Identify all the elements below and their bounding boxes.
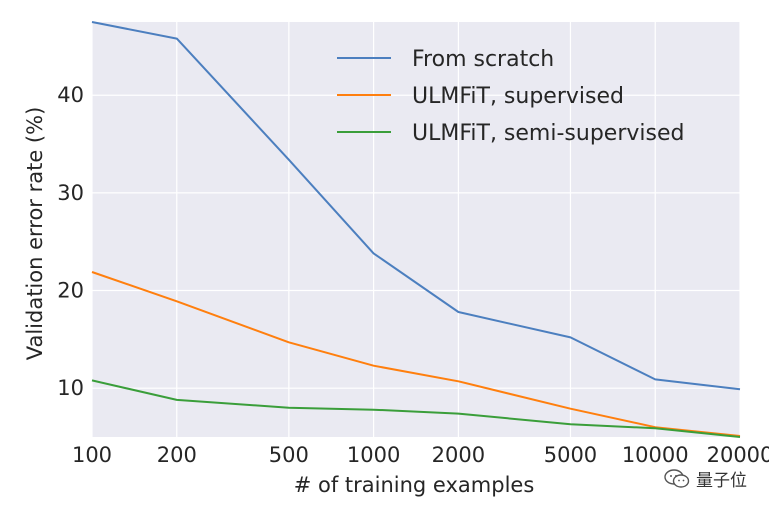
watermark-text: 量子位	[696, 466, 747, 491]
x-tick-label: 2000	[432, 443, 485, 467]
wechat-icon	[664, 469, 690, 489]
y-tick-label: 10	[57, 376, 84, 400]
legend-label-3: ULMFiT, semi-supervised	[412, 121, 684, 146]
watermark: 量子位	[664, 466, 747, 491]
y-axis-label: Validation error rate (%)	[23, 107, 47, 361]
x-tick-label: 10000	[622, 443, 689, 467]
y-tick-label: 20	[57, 279, 84, 303]
x-tick-label: 20000	[707, 443, 769, 467]
x-tick-label: 1000	[347, 443, 400, 467]
y-tick-label: 30	[57, 181, 84, 205]
x-tick-label: 500	[269, 443, 309, 467]
legend-label-1: From scratch	[412, 47, 554, 72]
x-tick-label: 100	[72, 443, 112, 467]
y-tick-label: 40	[57, 83, 84, 107]
x-tick-label: 200	[157, 443, 197, 467]
x-tick-label: 5000	[544, 443, 597, 467]
x-axis-label: # of training examples	[294, 473, 535, 497]
legend-label-2: ULMFiT, supervised	[412, 84, 624, 109]
